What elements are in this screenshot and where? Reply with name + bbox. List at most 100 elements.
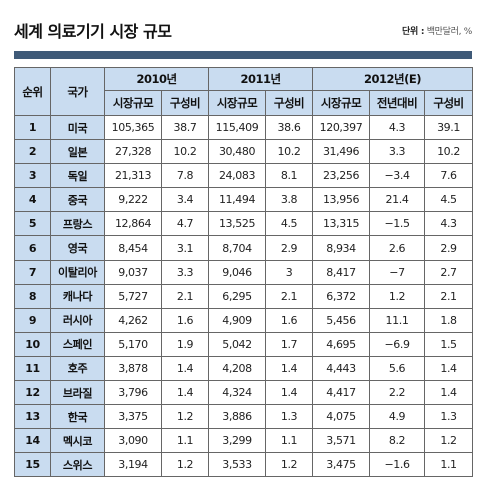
header-rule xyxy=(14,51,472,59)
market-size-2010-cell: 27,328 xyxy=(104,139,162,165)
share-2011-cell: 1.7 xyxy=(265,331,313,357)
market-size-2011-cell: 4,208 xyxy=(208,355,266,382)
market-size-2011-cell: 4,909 xyxy=(208,307,266,333)
year-header-2011: 2011년 xyxy=(208,67,313,91)
market-size-2011-cell: 3,533 xyxy=(208,452,266,478)
market-size-2011-cell: 13,525 xyxy=(208,211,266,237)
share-2010-cell: 1.4 xyxy=(161,380,209,406)
share-2011-cell: 1.2 xyxy=(265,452,313,478)
unit-value: 백만달러, % xyxy=(426,27,473,37)
share-2012-cell: 4.5 xyxy=(423,187,474,213)
market-size-2010-cell: 3,796 xyxy=(104,380,162,406)
share-2010-cell: 3.4 xyxy=(161,187,209,213)
market-size-2012-cell: 8,934 xyxy=(312,235,370,261)
yoy-2012-cell: 5.6 xyxy=(369,355,425,382)
market-size-2010-cell: 3,090 xyxy=(104,428,162,454)
share-2012-cell: 1.3 xyxy=(423,404,474,430)
header-row-columns: 시장규모 구성비 시장규모 구성비 시장규모 전년대비 구성비 xyxy=(15,90,474,116)
market-size-2012-cell: 4,075 xyxy=(312,404,370,430)
subheader-share: 구성비 xyxy=(423,90,474,116)
rank-cell: 8 xyxy=(14,283,51,309)
share-2011-cell: 2.1 xyxy=(265,283,313,309)
country-header: 국가 xyxy=(50,67,105,116)
yoy-2012-cell: −7 xyxy=(369,259,425,285)
market-size-2011-cell: 3,299 xyxy=(208,428,266,454)
subheader-yoy: 전년대비 xyxy=(369,90,425,116)
share-2011-cell: 1.1 xyxy=(265,428,313,454)
rank-cell: 12 xyxy=(14,380,51,406)
year-header-2012: 2012년(E) xyxy=(311,67,474,91)
subheader-market-size: 시장규모 xyxy=(104,90,162,116)
market-size-2011-cell: 24,083 xyxy=(208,163,266,189)
unit-note: 단위 : 백만달러, % xyxy=(402,24,472,37)
share-2012-cell: 39.1 xyxy=(423,114,474,141)
yoy-2012-cell: −6.9 xyxy=(369,331,425,357)
market-size-2010-cell: 3,375 xyxy=(104,404,162,430)
market-size-2012-cell: 13,315 xyxy=(312,211,370,237)
market-size-2012-cell: 4,443 xyxy=(312,355,370,382)
share-2010-cell: 7.8 xyxy=(161,163,209,189)
share-2011-cell: 3 xyxy=(265,259,313,285)
country-cell: 스위스 xyxy=(50,452,105,478)
market-size-2010-cell: 9,222 xyxy=(104,187,162,213)
yoy-2012-cell: 4.9 xyxy=(369,404,425,430)
subheader-market-size: 시장규모 xyxy=(208,90,266,116)
share-2011-cell: 8.1 xyxy=(265,163,313,189)
market-size-2010-cell: 5,170 xyxy=(104,331,162,357)
rank-cell: 6 xyxy=(14,235,51,261)
country-cell: 영국 xyxy=(50,235,105,261)
country-cell: 멕시코 xyxy=(50,428,105,454)
yoy-2012-cell: 11.1 xyxy=(369,307,425,333)
share-2012-cell: 4.3 xyxy=(423,211,474,237)
table-row: 2 일본 27,328 10.2 30,480 10.2 31,496 3.3 10.2 xyxy=(14,139,474,165)
table-row: 5 프랑스 12,864 4.7 13,525 4.5 13,315 −1.5 4.3 xyxy=(14,211,474,237)
share-2010-cell: 1.2 xyxy=(161,404,209,430)
share-2010-cell: 3.1 xyxy=(161,235,209,261)
table-row: 3 독일 21,313 7.8 24,083 8.1 23,256 −3.4 7.6 xyxy=(14,163,474,189)
yoy-2012-cell: 1.2 xyxy=(369,283,425,309)
share-2012-cell: 2.1 xyxy=(423,283,474,309)
table-row: 12 브라질 3,796 1.4 4,324 1.4 4,417 2.2 1.4 xyxy=(14,380,474,406)
market-size-2010-cell: 21,313 xyxy=(104,163,162,189)
share-2011-cell: 3.8 xyxy=(265,187,313,213)
share-2010-cell: 1.4 xyxy=(161,355,209,382)
market-size-2012-cell: 13,956 xyxy=(312,187,370,213)
rank-cell: 5 xyxy=(14,211,51,237)
market-size-table: 순위 국가 2010년 2011년 2012년(E) 시장규모 구성비 시장규모… xyxy=(14,67,474,478)
share-2010-cell: 1.9 xyxy=(161,331,209,357)
share-2011-cell: 2.9 xyxy=(265,235,313,261)
table-row: 6 영국 8,454 3.1 8,704 2.9 8,934 2.6 2.9 xyxy=(14,235,474,261)
rank-cell: 7 xyxy=(14,259,51,285)
rank-cell: 4 xyxy=(14,187,51,213)
subheader-share: 구성비 xyxy=(161,90,209,116)
rank-cell: 2 xyxy=(14,139,51,165)
table-row: 7 이탈리아 9,037 3.3 9,046 3 8,417 −7 2.7 xyxy=(14,259,474,285)
share-2011-cell: 1.3 xyxy=(265,404,313,430)
market-size-2010-cell: 12,864 xyxy=(104,211,162,237)
table-row: 15 스위스 3,194 1.2 3,533 1.2 3,475 −1.6 1.1 xyxy=(14,452,474,478)
subheader-share: 구성비 xyxy=(265,90,313,116)
share-2012-cell: 2.9 xyxy=(423,235,474,261)
yoy-2012-cell: 4.3 xyxy=(369,114,425,141)
share-2010-cell: 38.7 xyxy=(161,114,209,141)
table-row: 4 중국 9,222 3.4 11,494 3.8 13,956 21.4 4.5 xyxy=(14,187,474,213)
market-size-2012-cell: 8,417 xyxy=(312,259,370,285)
share-2010-cell: 10.2 xyxy=(161,139,209,165)
header-row-years: 순위 국가 2010년 2011년 2012년(E) xyxy=(14,67,474,116)
yoy-2012-cell: −1.5 xyxy=(369,211,425,237)
country-cell: 브라질 xyxy=(50,380,105,406)
table-row: 13 한국 3,375 1.2 3,886 1.3 4,075 4.9 1.3 xyxy=(14,404,474,430)
market-size-2012-cell: 120,397 xyxy=(312,114,370,141)
rank-cell: 10 xyxy=(14,331,51,357)
country-cell: 중국 xyxy=(50,187,105,213)
share-2010-cell: 4.7 xyxy=(161,211,209,237)
share-2010-cell: 2.1 xyxy=(161,283,209,309)
country-cell: 한국 xyxy=(50,404,105,430)
rank-cell: 1 xyxy=(14,114,51,141)
share-2010-cell: 1.1 xyxy=(161,428,209,454)
share-2010-cell: 1.6 xyxy=(161,307,209,333)
share-2012-cell: 7.6 xyxy=(423,163,474,189)
table-row: 14 멕시코 3,090 1.1 3,299 1.1 3,571 8.2 1.2 xyxy=(14,428,474,454)
country-cell: 러시아 xyxy=(50,307,105,333)
